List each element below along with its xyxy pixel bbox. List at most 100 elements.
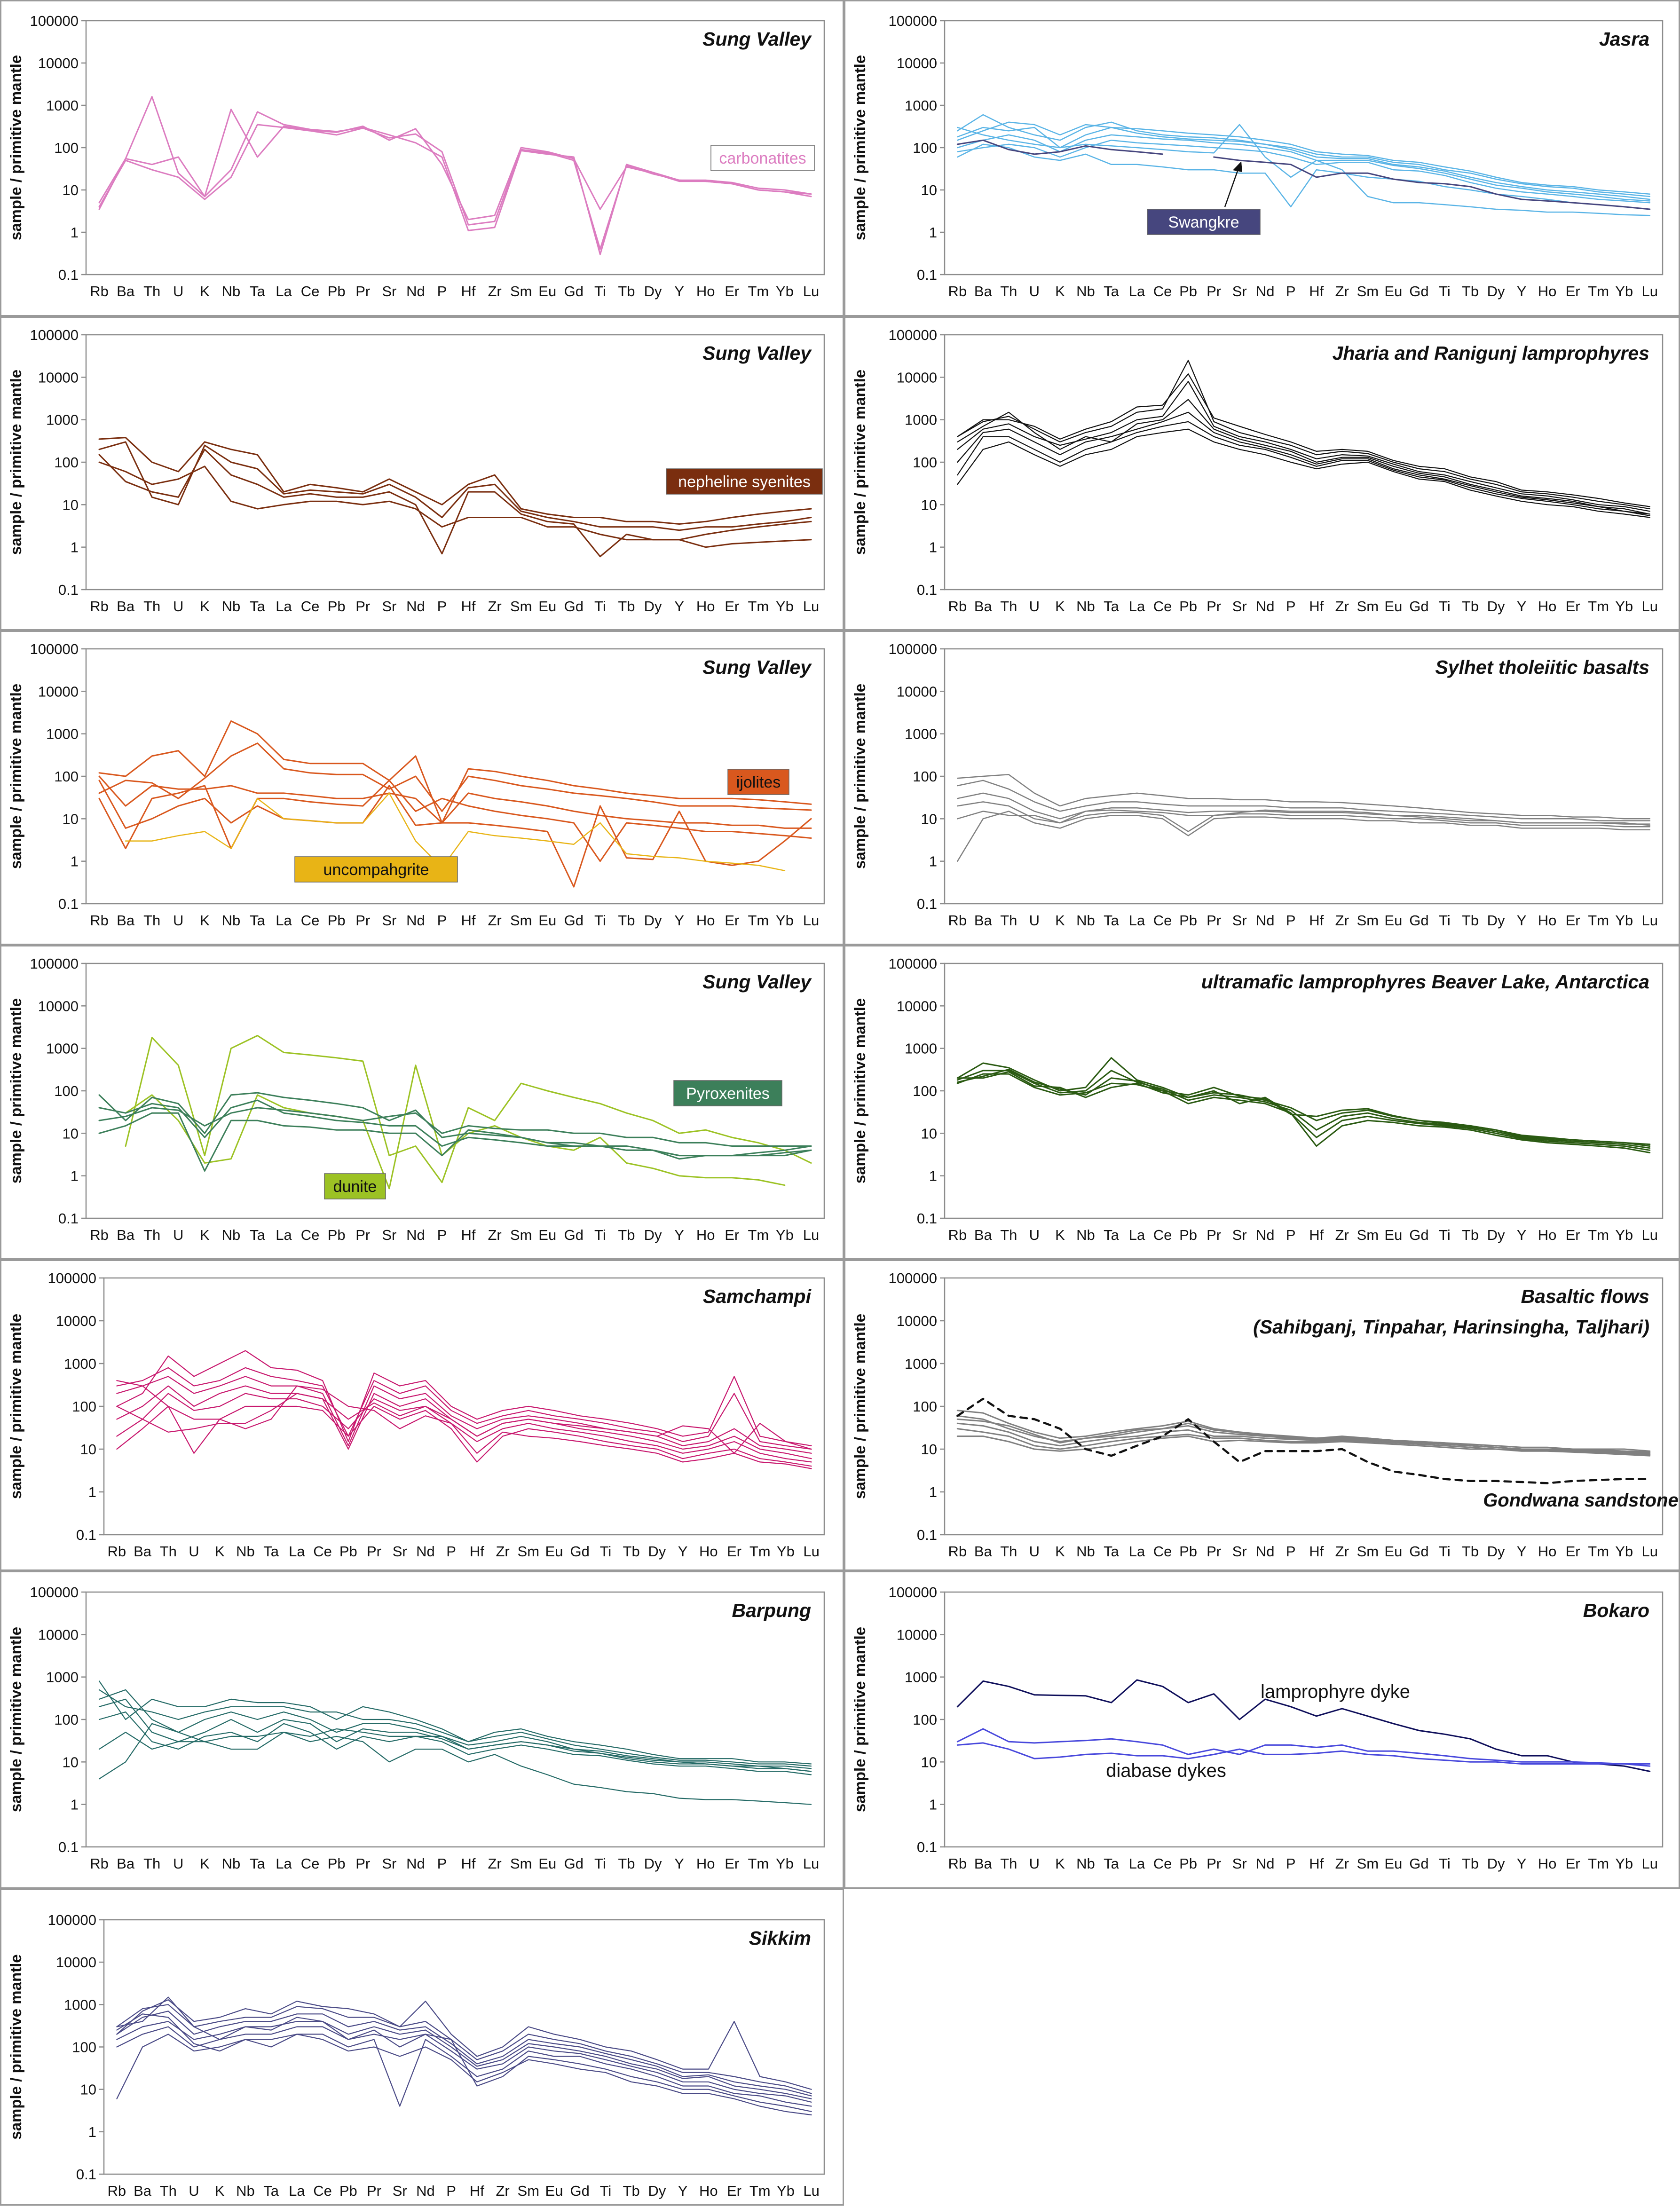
x-tick-label-zr: Zr (1335, 1855, 1349, 1872)
panel-9: 0.1 1 10 100 1000 10000 100000 sample / primiti… (0, 1260, 844, 1571)
panel-title: ultramafic lamprophyres Beaver Lake, Ant… (1201, 971, 1649, 993)
x-tick-label-lu: Lu (1641, 912, 1657, 929)
x-tick-label-pb: Pb (328, 598, 346, 615)
series-line-8 (956, 139, 1651, 210)
series-line-1 (956, 1057, 1651, 1147)
x-tick-label-nd: Nd (406, 1855, 425, 1872)
x-tick-label-lu: Lu (1641, 1543, 1657, 1560)
x-tick-label-th: Th (160, 2183, 177, 2199)
y-tick-label: 100 (54, 454, 79, 471)
x-tick-label-k: K (200, 598, 210, 615)
x-tick-label-th: Th (1000, 1543, 1017, 1560)
x-tick-label-k: K (1055, 598, 1065, 615)
x-tick-label-ti: Ti (1439, 283, 1451, 300)
x-tick-label-zr: Zr (496, 2183, 509, 2199)
x-tick-label-tm: Tm (748, 1227, 769, 1243)
panel-12: 0.1 1 10 100 1000 10000 100000 sample / primiti… (844, 1571, 1680, 1889)
x-tick-label-k: K (1055, 283, 1065, 300)
panel-frame (0, 1260, 844, 1571)
x-tick-label-dy: Dy (644, 1227, 662, 1243)
x-tick-label-hf: Hf (470, 2183, 484, 2199)
series-line-4 (116, 2021, 812, 2099)
y-axis-label: sample / primitive mantle (7, 370, 24, 555)
x-tick-label-lu: Lu (803, 283, 819, 300)
label-box (1147, 209, 1261, 235)
x-tick-label-ce: Ce (301, 1855, 320, 1872)
x-tick-label-ce: Ce (1153, 1227, 1172, 1243)
x-tick-label-hf: Hf (461, 598, 476, 615)
x-tick-label-u: U (173, 283, 183, 300)
x-tick-label-zr: Zr (1335, 283, 1349, 300)
y-tick-label: 10000 (897, 1626, 937, 1643)
x-tick-label-ce: Ce (301, 283, 320, 300)
x-tick-label-pb: Pb (1179, 1855, 1197, 1872)
x-tick-label-er: Er (727, 2183, 741, 2199)
y-tick-label: 0.1 (917, 267, 937, 283)
y-tick-label: 100000 (30, 641, 79, 657)
x-tick-label-zr: Zr (488, 1855, 501, 1872)
x-tick-label-eu: Eu (1384, 1227, 1402, 1243)
panel-title: Sung Valley (702, 971, 812, 993)
x-tick-label-ce: Ce (1153, 912, 1172, 929)
series-line-1 (957, 114, 1650, 197)
x-tick-label-ho: Ho (1538, 1543, 1557, 1560)
y-tick-label: 0.1 (917, 896, 937, 912)
y-tick-label: 0.1 (917, 1210, 937, 1227)
x-tick-label-tm: Tm (748, 1855, 769, 1872)
x-tick-label-ta: Ta (1104, 598, 1120, 615)
y-tick-label: 10 (63, 182, 79, 198)
y-tick-label: 1 (88, 2124, 96, 2140)
y-tick-label: 10 (80, 1441, 96, 1458)
y-axis-label: sample / primitive mantle (851, 1314, 868, 1499)
x-tick-label-dy: Dy (1487, 598, 1505, 615)
series-line-2 (957, 381, 1650, 512)
x-tick-label-rb: Rb (90, 1227, 109, 1243)
series-line-6 (116, 2034, 812, 2107)
x-tick-label-dy: Dy (1487, 1543, 1505, 1560)
panel-frame (0, 1571, 844, 1889)
x-tick-label-p: P (437, 1227, 447, 1243)
y-tick-label: 100 (913, 768, 937, 785)
series-line-7 (116, 1996, 812, 2112)
y-tick-label: 100000 (48, 1912, 96, 1928)
annotation-arrow-line (1224, 166, 1240, 207)
y-tick-label: 100 (72, 1398, 96, 1415)
x-tick-label-gd: Gd (1409, 912, 1428, 929)
x-tick-label-er: Er (1566, 1227, 1580, 1243)
x-tick-label-eu: Eu (1384, 598, 1402, 615)
x-tick-label-tb: Tb (618, 1855, 635, 1872)
x-tick-label-ce: Ce (301, 912, 320, 929)
x-tick-label-sm: Sm (510, 1227, 532, 1243)
x-tick-label-tm: Tm (749, 1543, 771, 1560)
x-tick-label-ti: Ti (594, 912, 606, 929)
x-tick-label-pb: Pb (339, 2183, 357, 2199)
x-tick-label-tb: Tb (618, 912, 635, 929)
x-tick-label-k: K (215, 1543, 225, 1560)
y-tick-label: 1 (929, 1797, 937, 1813)
x-tick-label-p: P (437, 1855, 447, 1872)
x-tick-label-ho: Ho (1538, 598, 1557, 615)
series-line-2 (957, 126, 1650, 200)
y-tick-label: 10000 (38, 683, 79, 700)
x-tick-label-er: Er (725, 1227, 739, 1243)
x-tick-label-gd: Gd (564, 283, 584, 300)
x-tick-label-hf: Hf (1309, 283, 1324, 300)
x-tick-label-u: U (1029, 912, 1040, 929)
series-line-6 (957, 809, 1650, 826)
x-tick-label-nd: Nd (406, 912, 425, 929)
x-tick-label-eu: Eu (545, 2183, 563, 2199)
series-line-6 (125, 792, 786, 871)
x-tick-label-lu: Lu (1641, 1227, 1657, 1243)
y-tick-label: 1 (71, 853, 79, 870)
x-tick-label-dy: Dy (644, 598, 662, 615)
x-tick-label-sr: Sr (393, 1543, 407, 1560)
x-tick-label-ba: Ba (117, 283, 135, 300)
series-line-5 (98, 1112, 812, 1172)
x-tick-label-sr: Sr (382, 598, 396, 615)
series-label-lamprophyre-dyke: lamprophyre dyke (1261, 1681, 1410, 1702)
y-tick-label: 10000 (897, 998, 937, 1014)
y-axis-label: sample / primitive mantle (851, 55, 868, 240)
x-tick-label-nb: Nb (1076, 1227, 1095, 1243)
x-tick-label-ba: Ba (974, 283, 993, 300)
x-tick-label-pr: Pr (355, 283, 370, 300)
